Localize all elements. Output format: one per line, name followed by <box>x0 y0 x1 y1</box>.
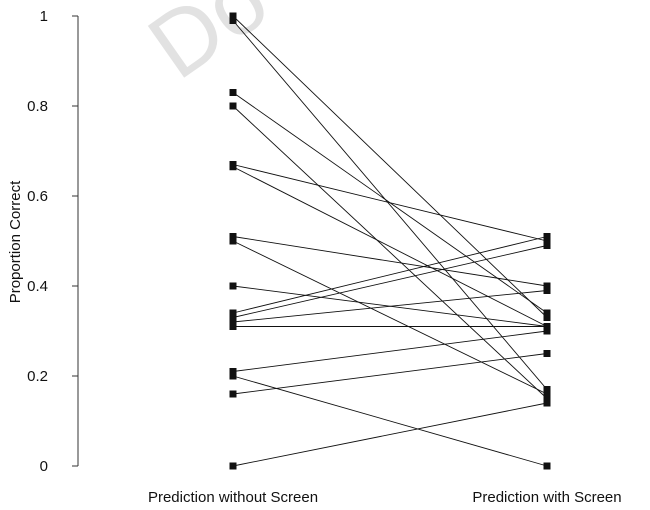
series-line <box>232 330 548 372</box>
data-point <box>543 350 551 357</box>
data-point <box>543 327 551 335</box>
series-line <box>232 290 548 323</box>
series-line <box>232 236 548 314</box>
y-tick-label: 0.8 <box>27 98 48 115</box>
watermark: Do <box>131 0 286 98</box>
y-tick-label: 0.6 <box>27 188 48 205</box>
data-point <box>229 282 237 290</box>
data-point <box>229 372 237 380</box>
y-tick-label: 0.4 <box>27 278 48 295</box>
data-point <box>543 237 551 245</box>
data-point <box>229 368 237 375</box>
data-point <box>229 309 237 317</box>
data-point <box>229 163 237 171</box>
x-category-label: Prediction without Screen <box>148 489 318 506</box>
data-point <box>543 287 551 294</box>
series-line <box>232 105 548 399</box>
x-category-labels: Prediction without Screen Prediction with… <box>148 489 622 506</box>
data-point <box>543 462 551 470</box>
series-line <box>232 236 548 287</box>
data-point <box>543 309 551 317</box>
data-point <box>229 314 237 321</box>
data-point <box>229 102 237 110</box>
series-line <box>232 15 548 318</box>
series-line <box>232 245 548 318</box>
data-point <box>229 237 237 245</box>
series-line <box>232 240 548 395</box>
series-lines <box>232 15 548 467</box>
data-point <box>229 318 237 326</box>
series-line <box>232 375 548 467</box>
data-point <box>229 390 237 398</box>
data-point <box>543 399 551 407</box>
y-tick-label: 1 <box>40 8 48 25</box>
series-line <box>232 353 548 395</box>
y-axis: 0 0.2 0.4 0.6 0.8 1 <box>27 8 79 475</box>
y-tick-label: 0 <box>40 458 48 475</box>
series-line <box>232 166 548 327</box>
data-point <box>229 12 237 20</box>
data-point <box>229 89 237 96</box>
data-point <box>229 462 237 470</box>
y-tick-label: 0.2 <box>27 368 48 385</box>
x-category-label: Prediction with Screen <box>472 489 621 506</box>
data-point <box>543 282 551 290</box>
series-line <box>232 402 548 467</box>
data-point <box>543 390 551 398</box>
data-point <box>543 314 551 321</box>
data-point <box>543 323 551 330</box>
series-markers <box>229 12 551 470</box>
series-line <box>232 20 548 390</box>
data-point <box>229 323 237 330</box>
data-point <box>543 242 551 249</box>
series-line <box>232 164 548 242</box>
y-axis-title: Proportion Correct <box>7 180 24 303</box>
data-point <box>543 386 551 393</box>
data-point <box>543 233 551 240</box>
data-point <box>229 17 237 24</box>
data-point <box>229 233 237 240</box>
data-point <box>543 395 551 402</box>
